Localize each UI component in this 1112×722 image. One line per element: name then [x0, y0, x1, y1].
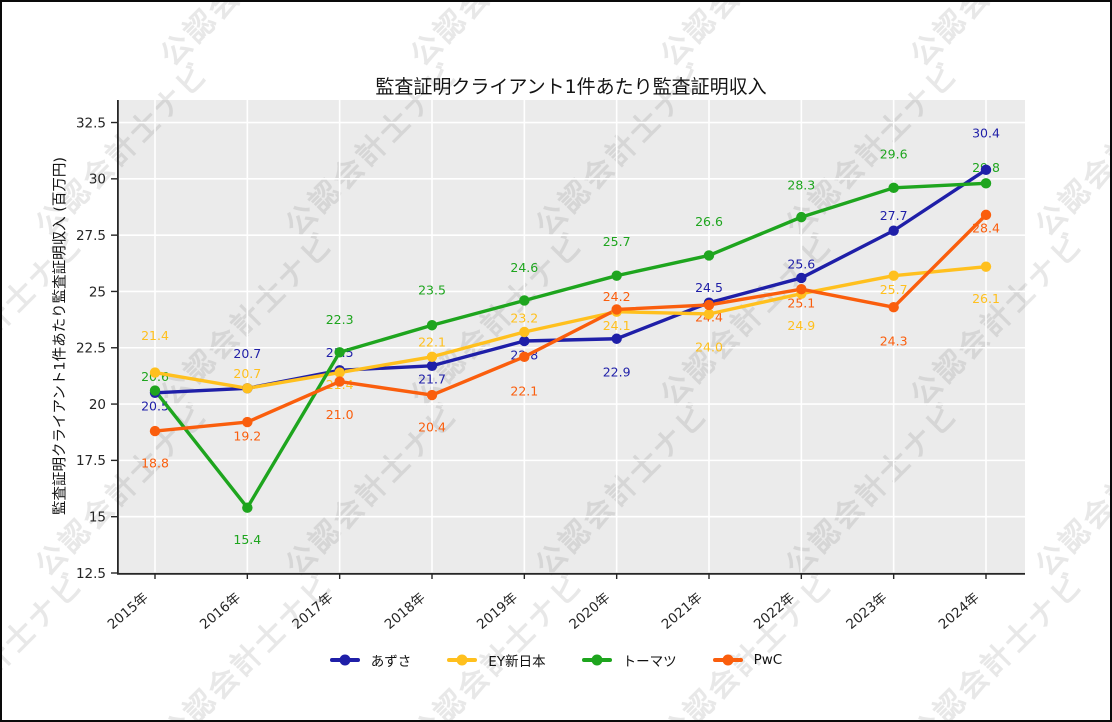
y-tick-label: 17.5	[76, 453, 106, 469]
data-label-pwc: 25.1	[787, 296, 815, 311]
legend-label-pwc: PwC	[753, 652, 783, 668]
x-tick-label: 2016年	[197, 590, 244, 633]
y-tick-label: 15	[89, 509, 106, 525]
y-tick-label: 30	[89, 172, 106, 188]
legend-item-pwc: PwC	[712, 652, 783, 668]
legend-marker-pwc	[712, 654, 743, 666]
data-label-pwc: 24.3	[880, 334, 908, 349]
x-tick-label: 2021年	[659, 590, 706, 633]
data-label-tohmatsu: 29.6	[880, 146, 908, 161]
legend-item-tohmatsu: トーマツ	[581, 650, 677, 670]
data-label-ey-shinnihon: 22.1	[418, 334, 446, 349]
data-label-tohmatsu: 26.6	[695, 214, 723, 229]
legend-label-ey-shinnihon: EY新日本	[488, 654, 546, 670]
data-label-tohmatsu: 15.4	[233, 532, 261, 547]
series-markers-pwc	[149, 209, 992, 437]
y-tick-label: 27.5	[76, 228, 106, 244]
y-tick-label: 12.5	[76, 566, 106, 582]
data-label-azusa: 27.7	[880, 208, 908, 223]
y-axis-label: 監査証明クライアント1件あたり監査証明収入 (百万円)	[52, 156, 69, 516]
legend-marker-ey-shinnihon	[447, 654, 478, 666]
axes: 12.5 15 17.5 20 22.5 25 27.5 30 32.5 2015年 2016年 20…	[76, 100, 1025, 633]
data-label-ey-shinnihon: 26.1	[972, 291, 1000, 306]
data-labels: 20.520.721.521.722.822.924.525.627.730.4…	[141, 125, 1000, 547]
legend-dot-icon	[339, 654, 351, 666]
data-label-azusa: 25.6	[787, 256, 815, 271]
legend: あずさ EY新日本 トーマツ PwC	[0, 650, 1112, 670]
data-label-pwc: 18.8	[141, 456, 169, 471]
series-line-tohmatsu	[153, 181, 988, 510]
data-label-azusa: 22.9	[603, 364, 631, 379]
x-tick-label: 2017年	[289, 590, 336, 633]
data-label-azusa: 30.4	[972, 125, 1000, 140]
legend-dot-icon	[456, 654, 468, 666]
data-label-pwc: 24.2	[603, 289, 631, 304]
x-tick-label: 2022年	[751, 590, 798, 633]
data-label-ey-shinnihon: 21.4	[141, 328, 169, 343]
x-tick-label: 2018年	[382, 590, 429, 633]
data-label-tohmatsu: 22.3	[326, 312, 354, 327]
legend-marker-azusa	[329, 654, 360, 666]
legend-label-tohmatsu: トーマツ	[622, 654, 677, 670]
data-label-ey-shinnihon: 25.7	[880, 282, 908, 297]
data-label-ey-shinnihon: 24.0	[695, 339, 723, 354]
series-line-pwc	[153, 213, 988, 433]
data-label-tohmatsu: 28.3	[787, 178, 815, 193]
data-label-ey-shinnihon: 20.7	[233, 366, 261, 381]
legend-item-ey-shinnihon: EY新日本	[447, 650, 546, 670]
y-tick-label: 32.5	[76, 115, 106, 131]
data-label-ey-shinnihon: 23.2	[510, 310, 538, 325]
data-label-pwc: 19.2	[233, 429, 261, 444]
data-label-pwc: 22.1	[510, 383, 538, 398]
y-tick-label: 25	[89, 284, 106, 300]
x-tick-label: 2024年	[936, 590, 983, 633]
data-label-azusa: 24.5	[695, 280, 723, 295]
legend-dot-icon	[722, 654, 734, 666]
chart-title: 監査証明クライアント1件あたり監査証明収入	[375, 76, 767, 98]
legend-item-azusa: あずさ	[329, 650, 412, 670]
y-tick-label: 20	[89, 397, 106, 413]
x-tick-label: 2019年	[474, 590, 521, 633]
data-label-azusa: 20.7	[233, 346, 261, 361]
x-tick-label: 2023年	[843, 590, 890, 633]
data-label-ey-shinnihon: 24.1	[603, 318, 631, 333]
y-tick-label: 22.5	[76, 341, 106, 357]
data-label-tohmatsu: 24.6	[510, 260, 538, 275]
series-markers-tohmatsu	[149, 178, 992, 513]
legend-label-azusa: あずさ	[370, 654, 412, 670]
legend-marker-tohmatsu	[581, 654, 612, 666]
x-tick-label: 2020年	[566, 590, 613, 633]
data-label-pwc: 20.4	[418, 420, 446, 435]
data-label-azusa: 21.7	[418, 371, 446, 386]
x-tick-label: 2015年	[105, 590, 152, 633]
data-label-tohmatsu: 23.5	[418, 283, 446, 298]
data-label-tohmatsu: 25.7	[603, 234, 631, 249]
legend-dot-icon	[591, 654, 603, 666]
data-label-ey-shinnihon: 24.9	[787, 318, 815, 333]
data-label-pwc: 21.0	[326, 407, 354, 422]
series-line-ey-shinnihon	[153, 264, 988, 391]
